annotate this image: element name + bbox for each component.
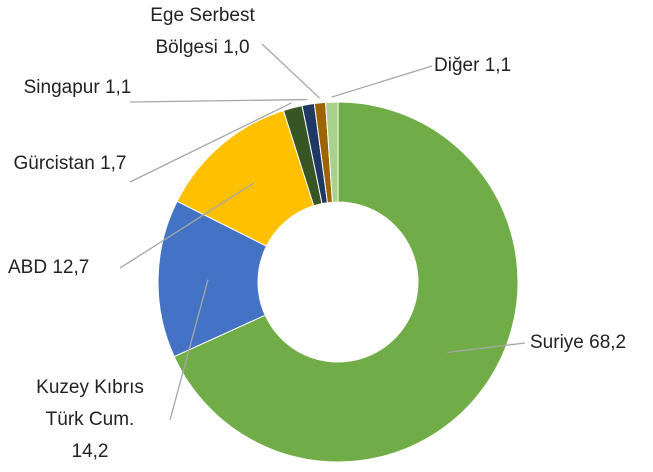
category-label: Singapur [23,77,100,98]
value-label: 1,0 [223,37,250,58]
value-label: 1,7 [100,153,127,174]
category-label: Gürcistan [13,153,95,174]
slice-label: Diğer 1,1 [434,50,511,82]
category-label: Kuzey Kıbrıs Türk Cum. [36,377,144,430]
donut-slice [173,101,519,463]
leader-line [331,65,433,98]
slice-label: Kuzey Kıbrıs Türk Cum. 14,2 [25,372,155,468]
leader-line [119,182,254,269]
value-label: 14,2 [71,441,109,462]
leader-line [129,98,308,103]
category-label: Ege Serbest Bölgesi [150,5,255,58]
slice-label: Suriye 68,2 [530,327,626,359]
slice-label: Gürcistan 1,7 [10,148,130,180]
slice-label: Singapur 1,1 [20,72,135,104]
leader-line [169,279,209,421]
value-label: 1,1 [484,55,512,76]
donut-slice [325,101,339,203]
donut-slice [157,200,268,358]
leader-line [261,43,320,99]
category-label: Suriye [530,332,584,353]
value-label: 68,2 [589,332,627,353]
slice-label: Ege Serbest Bölgesi 1,0 [140,0,265,64]
leader-line [447,342,526,353]
category-label: ABD [8,257,48,278]
leader-line [129,102,292,183]
slice-label: ABD 12,7 [8,252,89,284]
category-label: Diğer [434,55,480,76]
value-label: 12,7 [52,257,90,278]
value-label: 1,1 [104,77,132,98]
